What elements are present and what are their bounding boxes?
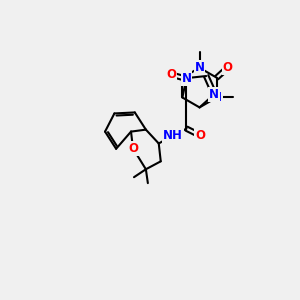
- Text: O: O: [223, 61, 232, 74]
- Text: N: N: [194, 61, 205, 74]
- Text: N: N: [212, 91, 222, 104]
- Text: O: O: [195, 129, 206, 142]
- Text: O: O: [128, 142, 138, 155]
- Text: N: N: [182, 72, 191, 85]
- Text: O: O: [167, 68, 176, 81]
- Text: NH: NH: [163, 129, 183, 142]
- Text: N: N: [209, 88, 219, 100]
